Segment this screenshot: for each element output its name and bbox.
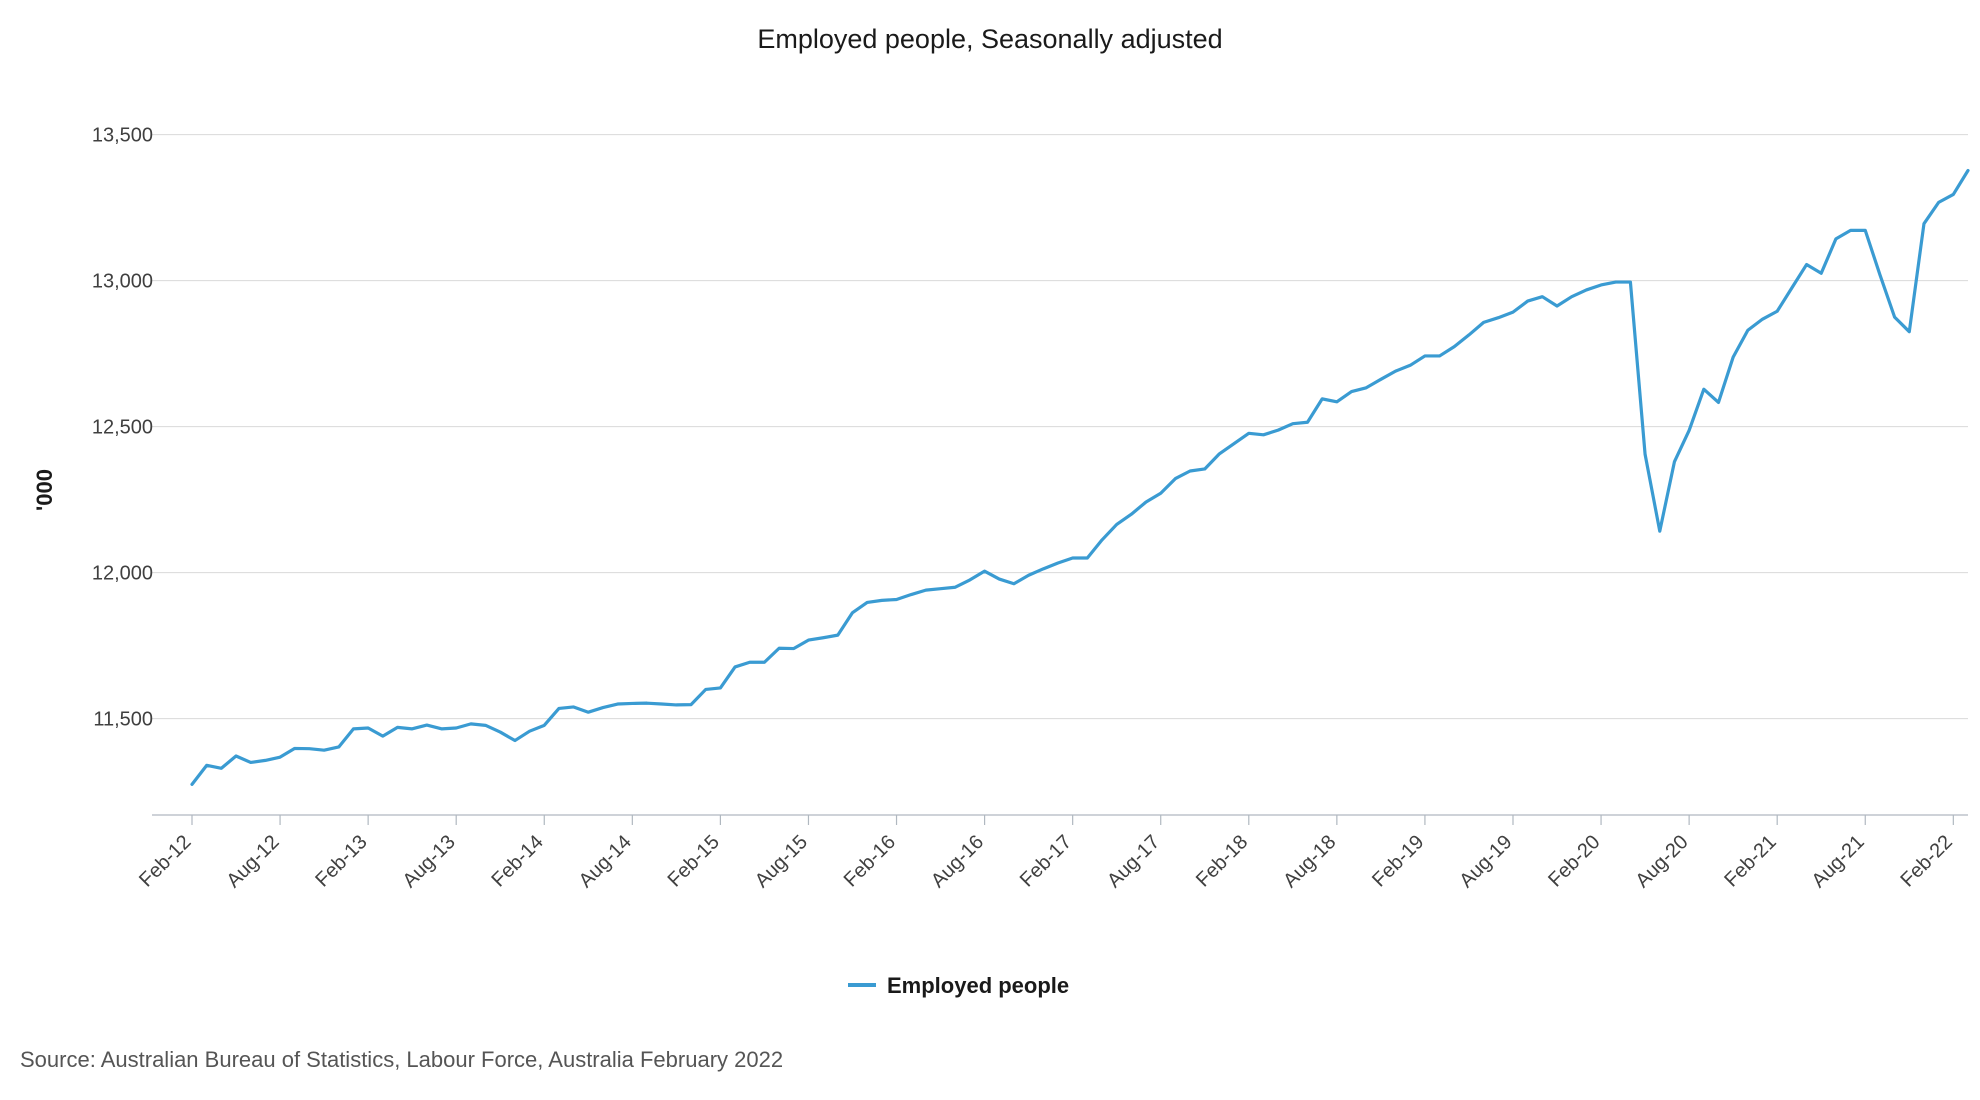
legend-label-employed-people: Employed people (887, 973, 1069, 998)
x-tick-label-Feb-21: Feb-21 (1720, 831, 1780, 891)
y-tick-label-13000: 13,000 (92, 271, 153, 293)
series-layer (190, 168, 1970, 786)
x-tick-label-Feb-12: Feb-12 (135, 831, 195, 891)
x-tick-label-Feb-15: Feb-15 (664, 831, 724, 891)
x-tick-label-Aug-14: Aug-14 (575, 831, 636, 892)
x-tick-label-Aug-12: Aug-12 (222, 831, 283, 892)
y-tick-label-12500: 12,500 (92, 417, 153, 439)
x-tick-label-Aug-13: Aug-13 (399, 831, 460, 892)
x-tick-label-Feb-16: Feb-16 (840, 831, 900, 891)
x-tick-label-Feb-18: Feb-18 (1192, 831, 1252, 891)
x-tick-label-Aug-15: Aug-15 (751, 831, 812, 892)
x-tick-label-Feb-13: Feb-13 (311, 831, 371, 891)
x-tick-label-Aug-21: Aug-21 (1808, 831, 1869, 892)
chart-title: Employed people, Seasonally adjusted (757, 24, 1222, 54)
x-tick-label-Feb-14: Feb-14 (487, 831, 547, 891)
x-tick-label-Aug-20: Aug-20 (1631, 831, 1692, 892)
x-tick-label-Feb-19: Feb-19 (1368, 831, 1428, 891)
y-tick-label-12000: 12,000 (92, 563, 153, 585)
x-axis: Feb-12 Aug-12 Feb-13 Aug-13 Feb-14 Aug-14 Feb-… (135, 814, 1968, 892)
x-tick-label-Feb-22: Feb-22 (1896, 831, 1956, 891)
x-tick-label-Feb-20: Feb-20 (1544, 831, 1604, 891)
y-tick-label-13500: 13,500 (92, 125, 153, 147)
gridlines (152, 134, 1968, 720)
y-axis-ticks: 11,500 12,000 12,500 13,000 13,500 (92, 125, 153, 731)
source-note: Source: Australian Bureau of Statistics,… (20, 1047, 783, 1072)
series-line-employed-people (190, 168, 1970, 786)
x-tick-label-Aug-17: Aug-17 (1103, 831, 1164, 892)
x-tick-label-Feb-17: Feb-17 (1016, 831, 1076, 891)
x-tick-label-Aug-19: Aug-19 (1455, 831, 1516, 892)
y-tick-label-11500: 11,500 (93, 709, 153, 731)
legend: Employed people (848, 973, 1069, 998)
x-tick-label-Aug-16: Aug-16 (927, 831, 988, 892)
y-axis-label: '000 (32, 469, 57, 511)
x-tick-label-Aug-18: Aug-18 (1279, 831, 1340, 892)
